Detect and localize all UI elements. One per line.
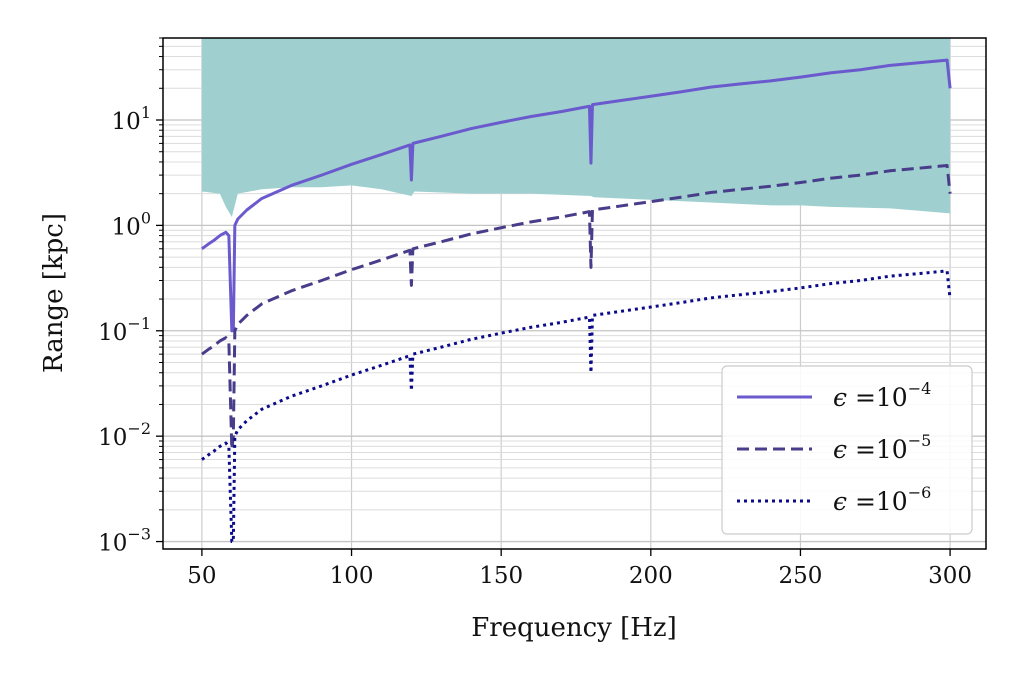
y-tick-label: 101 [112, 103, 151, 135]
x-tick-label: 300 [928, 563, 972, 589]
axes: 50 100 150 200 250 300 10−3 10−2 10−1 100 101 [98, 37, 972, 589]
y-tick-label: 100 [112, 208, 151, 240]
y-tick-label: 10−2 [98, 419, 151, 451]
y-tick-label: 10−3 [98, 525, 151, 557]
y-axis-label: Range [kpc] [39, 213, 69, 373]
series-line-3 [201, 269, 952, 544]
series-line-1 [201, 58, 952, 333]
series-group [201, 58, 952, 544]
x-tick-label: 100 [330, 563, 374, 589]
legend-label-3: ϵ =10−6 [833, 483, 931, 516]
legend-box [721, 365, 973, 535]
sensitivity-band [201, 38, 951, 218]
x-tick-label: 50 [187, 563, 216, 589]
series-line-2 [201, 164, 952, 451]
x-axis-label: Frequency [Hz] [471, 613, 677, 643]
band [201, 38, 951, 218]
y-tick-label: 10−1 [98, 314, 151, 346]
legend-label-1: ϵ =10−4 [833, 379, 931, 412]
x-tick-label: 250 [778, 563, 822, 589]
legend-label-2: ϵ =10−5 [833, 431, 931, 464]
legend: ϵ =10−4 ϵ =10−5 ϵ =10−6 [721, 365, 973, 535]
x-tick-label: 200 [629, 563, 673, 589]
plot-frame [162, 37, 987, 550]
x-tick-label: 150 [479, 563, 523, 589]
